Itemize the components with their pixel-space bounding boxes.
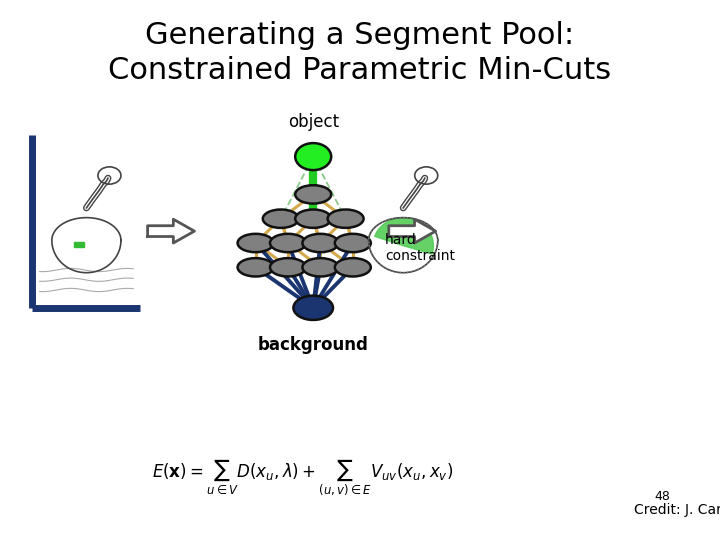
- Text: Constrained Parametric Min-Cuts: Constrained Parametric Min-Cuts: [109, 56, 611, 85]
- Ellipse shape: [302, 234, 338, 252]
- Ellipse shape: [294, 295, 333, 320]
- Text: Credit: J. Carreira: Credit: J. Carreira: [634, 503, 720, 517]
- Ellipse shape: [270, 258, 306, 276]
- Text: $E(\mathbf{x}) = \sum_{u \in V} D(x_u, \lambda) + \sum_{(u,v) \in E} V_{uv}(x_u,: $E(\mathbf{x}) = \sum_{u \in V} D(x_u, \…: [152, 457, 453, 498]
- Ellipse shape: [263, 210, 299, 228]
- Ellipse shape: [238, 234, 274, 252]
- Bar: [74, 242, 84, 247]
- Ellipse shape: [238, 258, 274, 276]
- Polygon shape: [389, 219, 436, 243]
- Text: 48: 48: [654, 490, 670, 503]
- Ellipse shape: [295, 210, 331, 228]
- Ellipse shape: [295, 143, 331, 170]
- Text: background: background: [258, 336, 369, 354]
- Ellipse shape: [295, 185, 331, 204]
- Ellipse shape: [302, 258, 338, 276]
- Text: hard
constraint: hard constraint: [385, 233, 455, 264]
- Polygon shape: [374, 218, 433, 254]
- Text: Generating a Segment Pool:: Generating a Segment Pool:: [145, 21, 575, 50]
- Ellipse shape: [328, 210, 364, 228]
- Ellipse shape: [335, 258, 371, 276]
- Text: object: object: [287, 113, 339, 131]
- Ellipse shape: [270, 234, 306, 252]
- Ellipse shape: [335, 234, 371, 252]
- Polygon shape: [148, 219, 194, 243]
